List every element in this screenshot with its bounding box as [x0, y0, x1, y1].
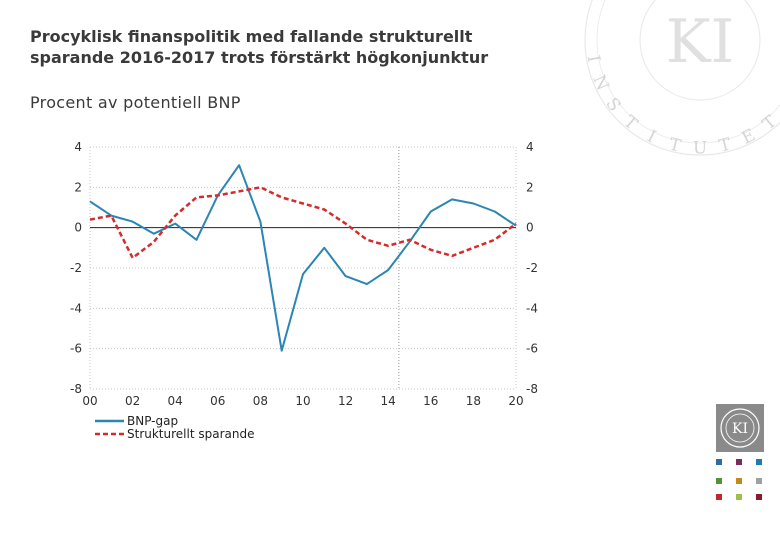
x-tick-label: 20 [508, 394, 523, 408]
logo-color-swatch [716, 478, 722, 484]
watermark-monogram: KI [666, 7, 735, 77]
watermark-letter: T [717, 134, 733, 156]
x-tick-label: 02 [125, 394, 140, 408]
y-tick-label-left: -4 [70, 301, 82, 315]
y-tick-label-left: 2 [74, 180, 82, 194]
y-tick-label-left: -2 [70, 261, 82, 275]
watermark-letter: I [583, 54, 604, 64]
chart-title: Procyklisk finanspolitik med fallande st… [30, 26, 590, 68]
x-tick-label: 18 [466, 394, 481, 408]
logo-color-swatch [716, 494, 722, 500]
chart-title-line-2: sparande 2016-2017 trots förstärkt högko… [30, 48, 489, 67]
y-tick-label-left: 0 [74, 221, 82, 235]
watermark-inner-ring [596, 0, 780, 144]
ki-logo: KI [716, 404, 764, 452]
x-tick-label: 04 [168, 394, 183, 408]
chart-subtitle: Procent av potentiell BNP [30, 93, 241, 112]
ki-logo-monogram: KI [732, 421, 748, 437]
logo-color-swatch [736, 494, 742, 500]
x-tick-label: 06 [210, 394, 225, 408]
watermark-center-ring [639, 0, 761, 101]
logo-color-swatch [756, 478, 762, 484]
logo-color-swatch [716, 459, 722, 465]
y-tick-label-left: 4 [74, 140, 82, 154]
legend-label: BNP-gap [127, 414, 178, 428]
series-line-strukturellt-sparande [89, 186, 517, 260]
legend-label: Strukturellt sparande [127, 427, 254, 441]
y-tick-label-right: -4 [526, 301, 538, 315]
logo-color-swatch [736, 478, 742, 484]
y-tick-label-left: -8 [70, 382, 82, 396]
ki-logo-emblem: KI [720, 408, 760, 448]
watermark-letter: U [693, 139, 707, 159]
logo-color-swatch [736, 459, 742, 465]
y-tick-label-right: -2 [526, 261, 538, 275]
x-tick-label: 00 [82, 394, 97, 408]
x-tick-label: 14 [381, 394, 396, 408]
watermark-outer-ring [584, 0, 780, 156]
y-tick-label-right: 0 [526, 221, 534, 235]
logo-color-swatch [756, 494, 762, 500]
series-line-bnp-gap [89, 164, 517, 352]
chart-title-line-1: Procyklisk finanspolitik med fallande st… [30, 27, 473, 46]
logo-color-swatch [756, 459, 762, 465]
x-tick-label: 08 [253, 394, 268, 408]
y-tick-label-right: -8 [526, 382, 538, 396]
watermark-letter: T [667, 135, 683, 157]
y-tick-label-right: 4 [526, 140, 534, 154]
y-tick-label-right: -6 [526, 342, 538, 356]
y-tick-label-left: -6 [70, 342, 82, 356]
x-tick-label: 12 [338, 394, 353, 408]
x-tick-label: 10 [295, 394, 310, 408]
y-tick-label-right: 2 [526, 180, 534, 194]
x-tick-label: 16 [423, 394, 438, 408]
